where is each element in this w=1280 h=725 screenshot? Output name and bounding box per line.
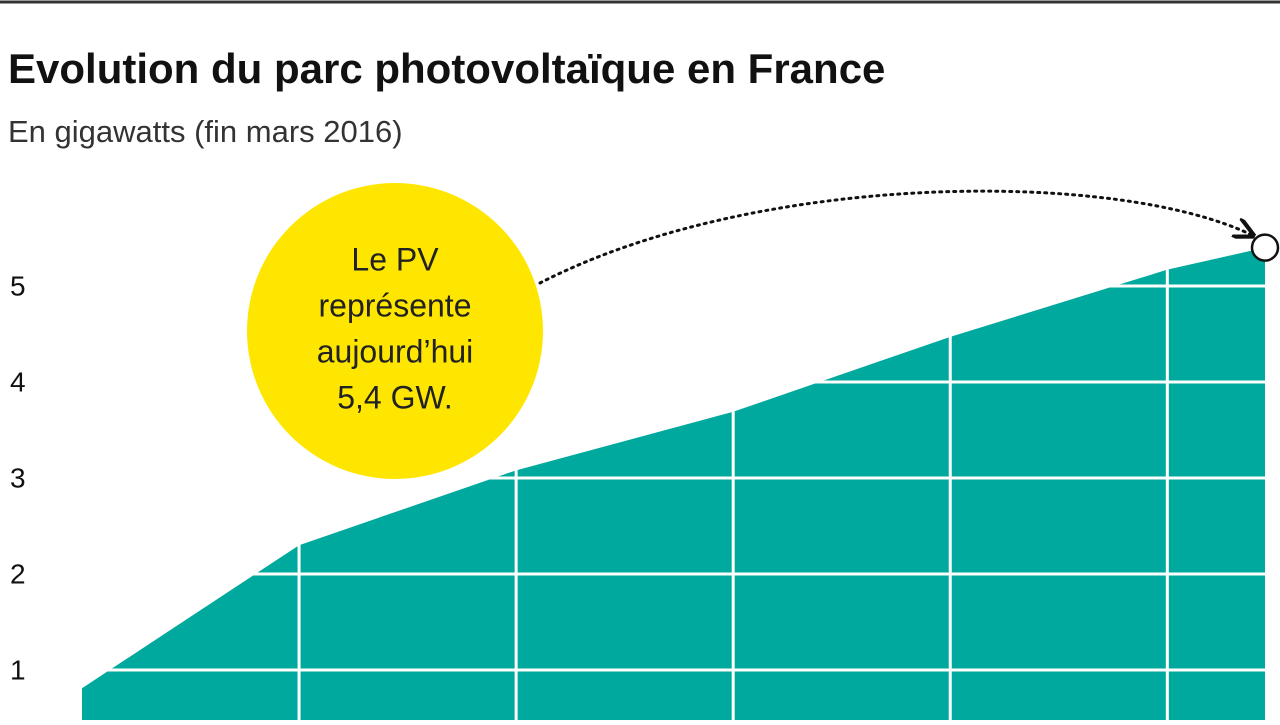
annotation-bubble: [247, 183, 543, 479]
y-tick-label: 1: [10, 654, 26, 685]
area: [82, 247, 1265, 720]
y-tick-label: 4: [10, 366, 26, 397]
chart-title: Evolution du parc photovoltaïque en Fran…: [8, 45, 885, 92]
y-tick-label: 2: [10, 558, 26, 589]
plot: 1 2 3 4 5 Le PV représente aujourd’hui 5,4 GW.: [10, 183, 1280, 720]
annotation-arrow: [538, 189, 1253, 285]
chart-subtitle: En gigawatts (fin mars 2016): [8, 114, 403, 149]
y-tick-label: 5: [10, 270, 26, 301]
annotation-text: aujourd’hui: [317, 333, 474, 369]
y-tick-label: 3: [10, 462, 26, 493]
annotation-text: 5,4 GW.: [337, 379, 453, 415]
annotation-text: Le PV: [351, 241, 439, 277]
annotation-text: représente: [319, 287, 472, 323]
last-point: [1250, 233, 1280, 262]
